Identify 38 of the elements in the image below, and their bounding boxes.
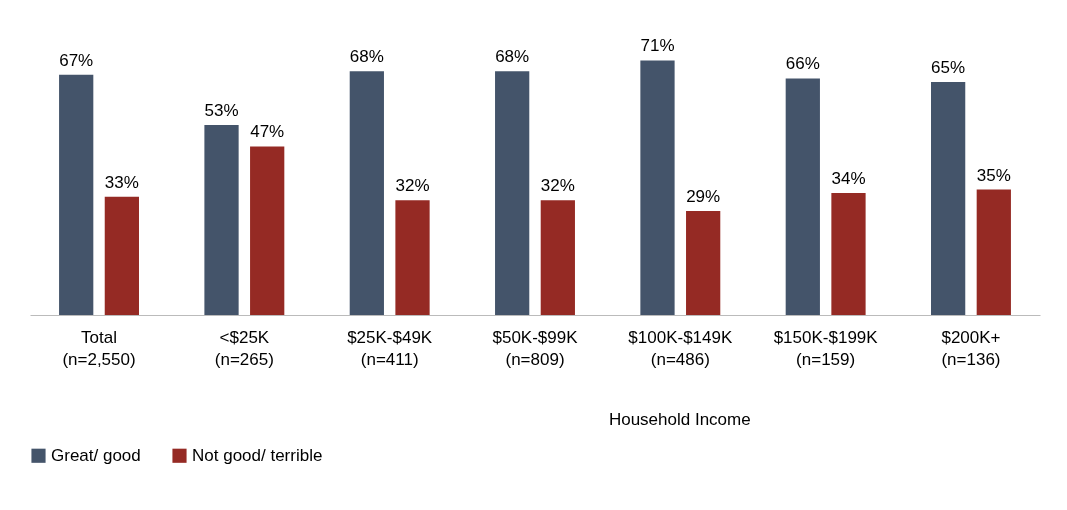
bar: [640, 60, 675, 315]
x-tick-label: $200K+ (n=136): [941, 327, 1001, 369]
bar: [204, 124, 239, 315]
bar: [250, 146, 285, 315]
bar: [495, 71, 530, 315]
bar: [104, 196, 139, 315]
data-label: 67%: [59, 50, 94, 70]
data-label: 71%: [640, 36, 675, 56]
data-label: 68%: [349, 47, 384, 67]
data-label: 66%: [785, 54, 820, 74]
data-label: 29%: [686, 187, 721, 207]
bar: [59, 74, 94, 315]
data-label: 47%: [250, 122, 285, 142]
bar: [686, 211, 721, 315]
legend-label: Great/ good: [51, 445, 141, 465]
legend-label: Not good/ terrible: [192, 445, 323, 465]
data-label: 68%: [495, 47, 530, 67]
data-label: 53%: [204, 100, 239, 120]
bar: [785, 78, 820, 315]
x-tick-label: $150K-$199K (n=159): [773, 327, 879, 369]
data-label: 35%: [976, 165, 1011, 185]
x-tick-label: $25K-$49K (n=411): [347, 327, 433, 369]
x-tick-label: $100K-$149K (n=486): [628, 327, 733, 369]
bar: [395, 200, 430, 315]
data-label: 65%: [931, 57, 966, 77]
x-tick-label: $50K-$99K (n=809): [492, 327, 579, 369]
x-tick-label: <$25K (n=265): [214, 327, 274, 369]
data-label: 34%: [831, 169, 866, 189]
x-tick-label: Total (n=2,550): [62, 327, 136, 369]
data-label: 32%: [540, 176, 575, 196]
bar: [931, 81, 966, 315]
data-label: 32%: [395, 176, 430, 196]
bar: [976, 189, 1011, 315]
bar: [831, 193, 866, 315]
bar: [540, 200, 575, 315]
data-label: 33%: [104, 172, 139, 192]
bar: [349, 71, 384, 315]
x-axis-title: Household Income: [608, 409, 751, 429]
